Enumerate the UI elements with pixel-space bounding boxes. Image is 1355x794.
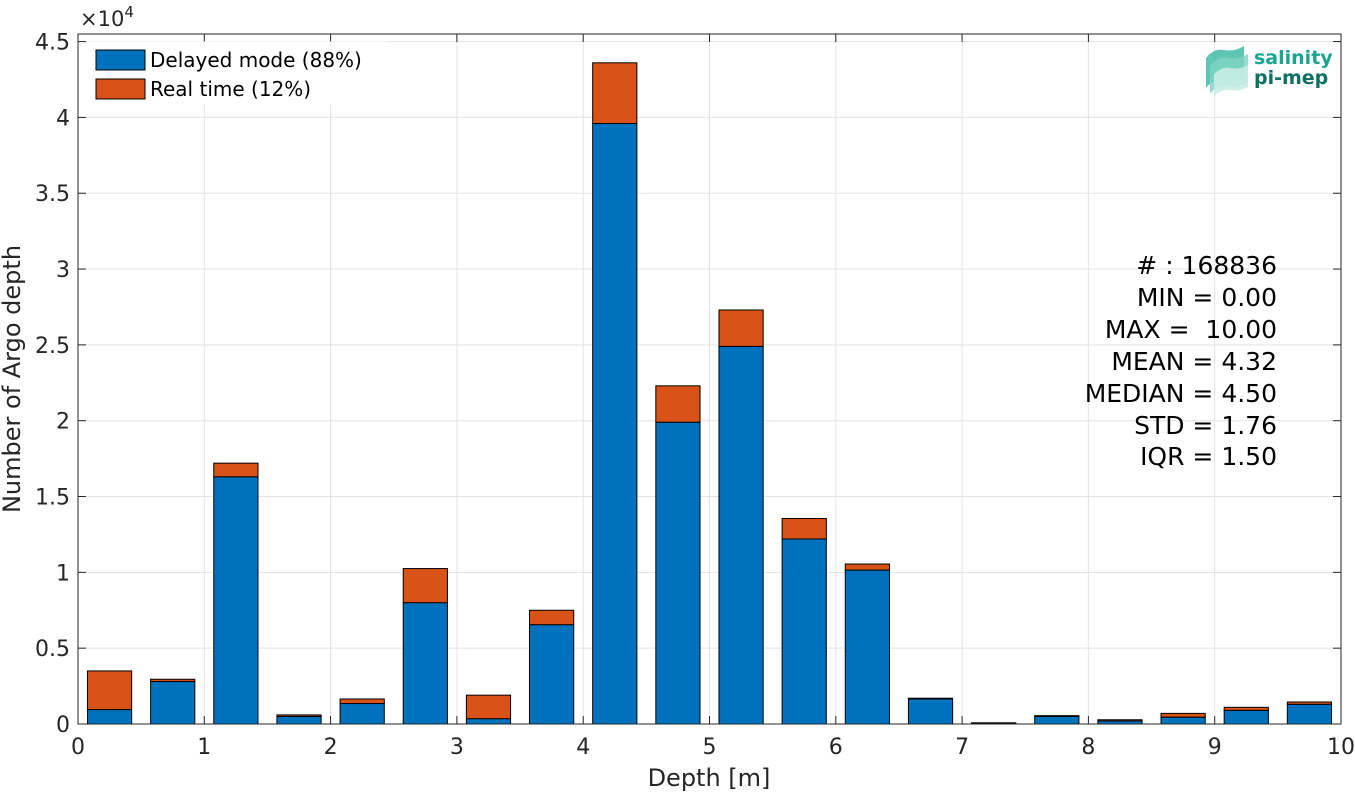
x-tick-label: 8 [1081,735,1095,760]
x-tick-label: 2 [324,735,338,760]
x-tick-label: 6 [829,735,843,760]
bar-real-time [529,609,575,626]
bar-real-time [1286,701,1333,705]
x-tick-label: 4 [576,735,590,760]
x-tick-label: 0 [71,735,85,760]
bar-delayed-mode [402,602,448,725]
bar-delayed-mode [1223,709,1269,725]
ticks: 0 1 2 3 4 5 6 7 8 9 10 0 0.5 1 1.5 2 2.5 3 3.5 4 4.5 [35,31,1355,760]
bar-real-time [655,385,701,423]
bar-real-time [592,62,638,124]
y-tick-label: 0 [56,713,70,738]
y-tick-label: 3 [56,258,70,283]
bar-real-time [1097,719,1143,722]
stats-annotation: # : 168836 MIN = 0.00 MAX = 10.00 MEAN =… [1085,251,1277,471]
legend-label-realtime: Real time (12%) [150,77,311,101]
bar-real-time [276,714,322,717]
bar-real-time [86,670,133,711]
stat-max: MAX = 10.00 [1105,315,1277,344]
y-tick-label: 2 [56,410,70,435]
logo-text-salinity: salinity [1254,47,1333,69]
y-axis-label: Number of Argo depth [0,245,26,513]
bar-delayed-mode [592,122,638,725]
stat-std: STD = 1.76 [1134,411,1277,440]
legend-swatch-realtime [95,78,146,100]
bar-delayed-mode [1034,715,1080,725]
bar-real-time [844,563,890,571]
bar-real-time [465,694,512,720]
y-tick-label: 2.5 [35,334,70,359]
bar-delayed-mode [465,718,512,725]
bar-delayed-mode [718,345,764,725]
bar-delayed-mode [907,698,954,725]
stat-min: MIN = 0.00 [1137,283,1277,312]
y-tick-label: 0.5 [35,637,70,662]
bar-delayed-mode [86,709,133,725]
y-tick-label: 1 [56,561,70,586]
logo-text-pimep: pi-mep [1254,67,1328,89]
bar-real-time [1034,715,1080,717]
bar-real-time [718,309,764,347]
bar-real-time [907,697,954,700]
wave-logo-icon [1206,46,1248,96]
x-tick-label: 1 [197,735,211,760]
x-tick-label: 9 [1208,735,1222,760]
bar-delayed-mode [276,715,322,725]
bar-delayed-mode [1160,716,1206,725]
bar-real-time [339,698,385,705]
bar-delayed-mode [844,569,890,725]
x-tick-label: 10 [1327,735,1355,760]
bar-delayed-mode [213,476,259,725]
legend-swatch-delayed [95,49,146,71]
x-tick-label: 7 [955,735,969,760]
x-tick-label: 3 [450,735,464,760]
y-tick-label: 1.5 [35,486,70,511]
legend: Delayed mode (88%) Real time (12%) [86,41,388,105]
bar-real-time [402,568,448,604]
x-axis-label: Depth [m] [648,764,771,792]
stat-mean: MEAN = 4.32 [1111,347,1277,376]
y-tick-label: 3.5 [35,182,70,207]
bar-real-time [781,518,827,540]
bar-delayed-mode [529,624,575,725]
x-tick-label: 5 [703,735,717,760]
bar-delayed-mode [150,681,196,725]
salinity-pimep-logo: salinity pi-mep [1206,46,1333,96]
stat-iqr: IQR = 1.50 [1140,442,1277,471]
bar-delayed-mode [1286,703,1333,725]
bar-delayed-mode [339,703,385,725]
y-tick-label: 4 [56,106,70,131]
grid-lines [78,34,1341,724]
bar-delayed-mode [781,538,827,725]
bar-real-time [1160,712,1206,718]
stat-median: MEDIAN = 4.50 [1085,379,1277,408]
y-exponent-label: ×104 [80,3,134,31]
bar-real-time [213,462,259,478]
legend-label-delayed: Delayed mode (88%) [150,48,362,72]
y-tick-label: 4.5 [35,31,70,56]
bar-real-time [1223,706,1269,711]
bar-delayed-mode [655,421,701,725]
bar-real-time [150,678,196,683]
stat-count: # : 168836 [1136,251,1277,280]
